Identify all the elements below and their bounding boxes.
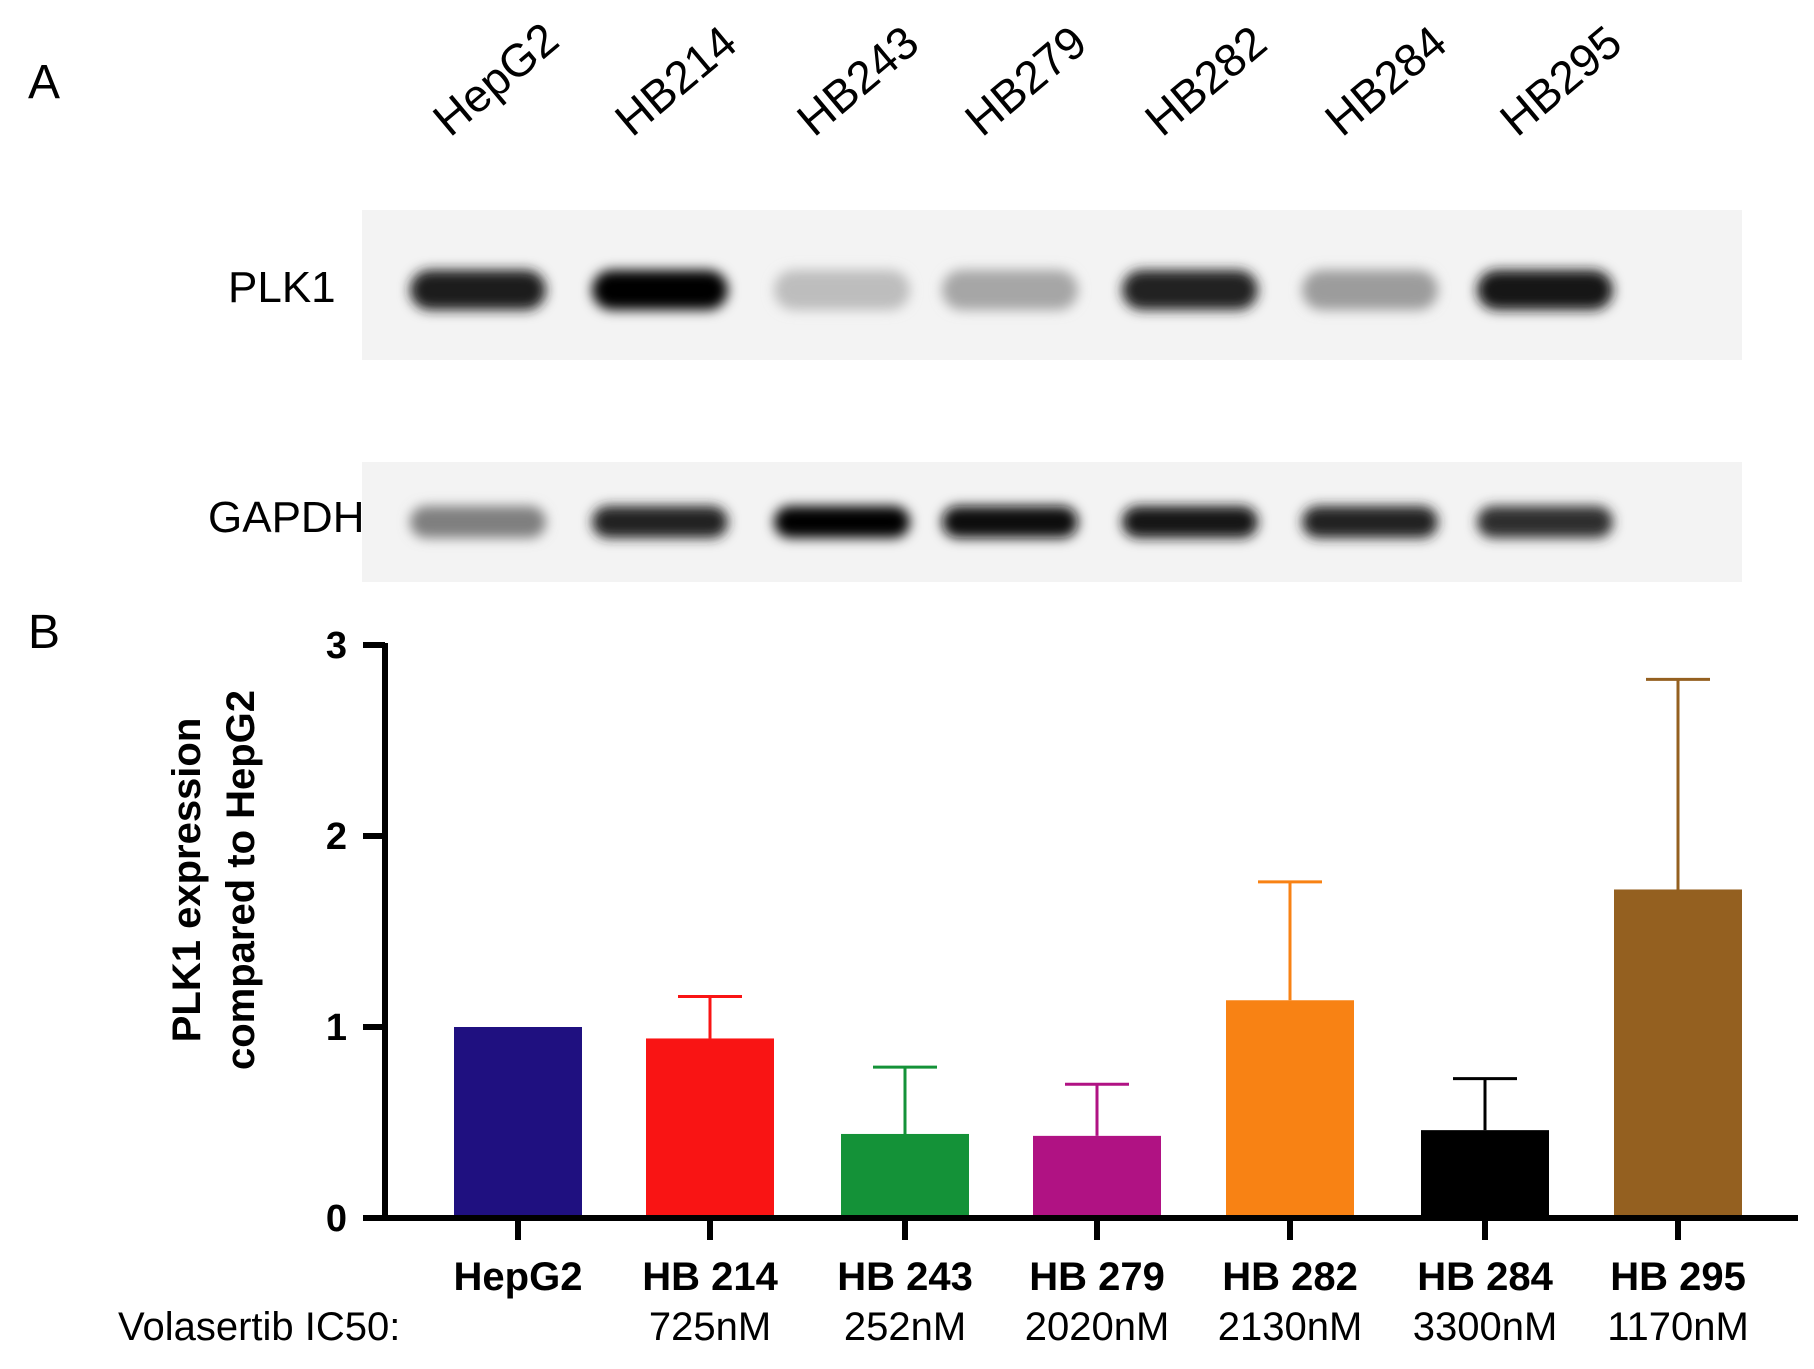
ic50-value: 1170nM [1607,1305,1749,1349]
bar [1614,889,1742,1218]
bar [1421,1130,1549,1218]
lane-label: HB279 [955,15,1096,145]
y-axis-label-line-1: PLK1 expression [165,718,209,1043]
category-label: HB 279 [1029,1255,1165,1299]
protein-label-gapdh: GAPDH [208,493,364,542]
y-axis: 0 1 2 3 [326,625,388,1240]
plk1-band [410,270,546,310]
gapdh-band [1302,506,1438,538]
category-label: HepG2 [454,1255,583,1299]
gapdh-band [1477,506,1613,538]
lane-label: HepG2 [423,12,568,146]
bar [1033,1135,1161,1218]
ic50-value: 252nM [844,1305,966,1349]
y-tick-label: 2 [326,816,347,858]
gapdh-band [410,506,546,538]
panel-a-label: A [28,56,60,109]
gapdh-band [592,506,728,538]
lane-label: HB284 [1315,15,1456,145]
plk1-band [592,270,728,310]
bar [841,1133,969,1218]
ic50-value: 2130nM [1218,1305,1363,1349]
plk1-bands [410,270,1613,310]
y-tick-label: 1 [326,1007,347,1049]
bars [454,889,1742,1218]
bar [1226,1000,1354,1218]
lane-label: HB243 [787,15,928,145]
lane-label: HB282 [1135,15,1276,145]
category-label: HB 295 [1610,1255,1746,1299]
ic50-value: 2020nM [1025,1305,1170,1349]
y-axis-label-line-2: compared to HepG2 [219,690,263,1070]
gapdh-band [774,506,910,538]
lane-label: HB214 [605,15,746,145]
plk1-band [1122,270,1258,310]
ic50-values: 725nM 252nM 2020nM 2130nM 3300nM 1170nM [649,1305,1749,1349]
gapdh-band [942,506,1078,538]
lane-label: HB295 [1490,15,1631,145]
ic50-header: Volasertib IC50: [118,1305,400,1349]
category-label: HB 284 [1417,1255,1553,1299]
category-label: HB 282 [1222,1255,1358,1299]
ic50-value: 725nM [649,1305,771,1349]
panel-b-label: B [28,606,60,659]
plk1-band [774,270,910,310]
category-label: HB 243 [837,1255,973,1299]
bar [454,1027,582,1218]
plk1-band [942,270,1078,310]
protein-label-plk1: PLK1 [228,263,336,312]
category-labels: HepG2 HB 214 HB 243 HB 279 HB 282 HB 284 HB 29… [454,1255,1746,1299]
ic50-value: 3300nM [1413,1305,1558,1349]
plk1-band [1477,270,1613,310]
category-label: HB 214 [642,1255,778,1299]
error-bars [678,677,1710,1136]
lane-labels: HepG2 HB214 HB243 HB279 HB282 HB284 HB295 [423,12,1631,146]
plk1-band [1302,270,1438,310]
y-axis-label: PLK1 expression compared to HepG2 [165,690,263,1070]
x-axis [382,1215,1798,1240]
bar [646,1038,774,1218]
gapdh-bands [410,506,1613,538]
y-tick-label: 3 [326,625,347,667]
gapdh-band [1122,506,1258,538]
y-tick-label: 0 [326,1198,347,1240]
